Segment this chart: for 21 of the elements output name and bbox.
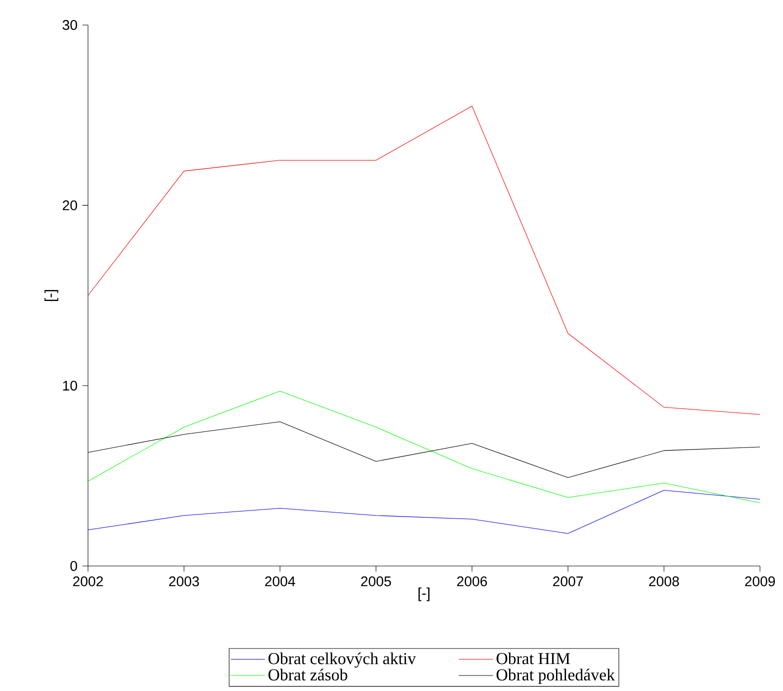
x-tick-label: 2008 bbox=[649, 576, 679, 586]
x-tick-label: 2004 bbox=[265, 576, 296, 586]
line-series bbox=[88, 390, 760, 503]
line-series bbox=[88, 490, 760, 534]
y-axis-title: [-] bbox=[44, 290, 58, 301]
x-tick-label: 2003 bbox=[169, 576, 199, 586]
y-tick-label: 10 bbox=[63, 380, 78, 390]
x-tick-label: 2009 bbox=[745, 576, 775, 586]
x-axis-title: [-] bbox=[418, 587, 430, 601]
y-tick-label: 30 bbox=[62, 20, 78, 30]
x-tick-label: 2002 bbox=[73, 576, 103, 586]
x-tick-label: 2007 bbox=[553, 576, 583, 586]
legend-label: Obrat pohledávek bbox=[496, 668, 615, 684]
y-tick-label: 20 bbox=[62, 200, 78, 210]
y-tick-label: 0 bbox=[70, 560, 78, 571]
x-tick-label: 2005 bbox=[361, 576, 391, 586]
legend-label: Obrat celkových aktiv bbox=[268, 652, 416, 668]
line-series bbox=[88, 106, 760, 415]
legend-label: Obrat zásob bbox=[268, 668, 348, 680]
x-tick-label: 2006 bbox=[457, 576, 487, 586]
legend-label: Obrat HIM bbox=[496, 652, 570, 664]
